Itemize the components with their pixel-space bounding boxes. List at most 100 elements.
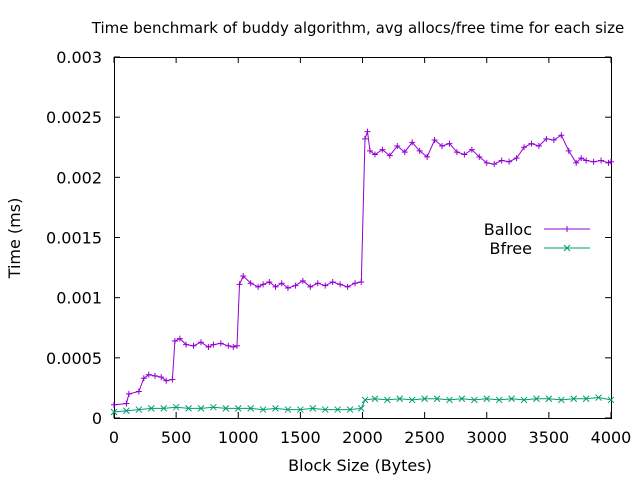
data-point-balloc xyxy=(366,147,373,154)
data-point-balloc xyxy=(255,283,262,290)
data-point-balloc xyxy=(483,159,490,166)
data-point-balloc xyxy=(528,140,535,147)
data-point-balloc xyxy=(590,158,597,165)
data-point-bfree xyxy=(421,395,428,403)
x-tick-label: 2500 xyxy=(404,428,445,447)
x-axis: 0 500 1000 1500 2000 2500 3000 3500 4000 xyxy=(109,57,631,447)
data-point-bfree xyxy=(570,395,578,403)
data-point-bfree xyxy=(222,405,230,412)
series-line-bfree xyxy=(113,396,612,413)
data-point-balloc xyxy=(278,280,285,287)
data-point-bfree xyxy=(123,407,130,415)
data-point-balloc xyxy=(299,277,306,284)
data-point-bfree xyxy=(234,405,242,412)
y-axis: 0 0.0005 0.001 0.0015 0.002 0.0025 0.003 xyxy=(46,48,611,428)
data-point-balloc xyxy=(123,400,130,407)
data-point-balloc xyxy=(322,282,329,289)
data-point-balloc xyxy=(608,158,614,165)
data-point-balloc xyxy=(498,157,505,164)
data-point-bfree xyxy=(470,396,478,404)
data-point-bfree xyxy=(357,405,365,412)
data-point-balloc xyxy=(190,342,197,349)
data-point-balloc xyxy=(344,283,351,290)
data-point-balloc xyxy=(573,159,580,166)
data-point-balloc xyxy=(314,280,321,287)
data-point-balloc xyxy=(158,374,165,381)
data-point-balloc xyxy=(416,147,423,154)
data-point-bfree xyxy=(371,395,379,403)
data-point-bfree xyxy=(334,406,342,413)
data-point-balloc xyxy=(386,152,393,159)
data-point-balloc xyxy=(236,281,243,288)
data-point-bfree xyxy=(309,405,317,412)
data-point-balloc xyxy=(152,372,159,379)
data-point-balloc xyxy=(453,149,460,156)
data-point-balloc xyxy=(125,390,132,397)
data-point-bfree xyxy=(147,405,155,412)
data-point-balloc xyxy=(210,341,217,348)
data-point-balloc xyxy=(361,135,368,142)
data-point-balloc xyxy=(307,283,314,290)
data-point-bfree xyxy=(284,406,292,413)
data-point-balloc xyxy=(197,339,204,346)
data-point-balloc xyxy=(337,281,344,288)
data-point-bfree xyxy=(160,405,168,412)
data-point-balloc xyxy=(225,342,232,349)
x-tick-label: 4000 xyxy=(591,428,632,447)
data-point-bfree xyxy=(396,395,404,403)
data-point-bfree xyxy=(446,396,453,404)
y-axis-label: Time (ms) xyxy=(5,198,24,280)
data-point-balloc xyxy=(394,143,401,150)
data-point-bfree xyxy=(582,395,590,403)
data-point-balloc xyxy=(401,149,408,156)
y-tick-label: 0.003 xyxy=(56,48,102,67)
data-point-balloc xyxy=(145,371,152,378)
data-point-bfree xyxy=(185,405,192,412)
data-point-balloc xyxy=(461,151,468,158)
x-tick-label: 2000 xyxy=(342,428,383,447)
data-point-balloc xyxy=(598,157,605,164)
data-point-balloc xyxy=(266,279,273,286)
data-point-bfree xyxy=(607,396,615,404)
data-point-balloc xyxy=(240,273,247,280)
data-point-bfree xyxy=(533,395,540,403)
data-point-balloc xyxy=(217,340,224,347)
x-tick-label: 0 xyxy=(109,428,119,447)
data-point-balloc xyxy=(371,151,378,158)
y-tick-label: 0 xyxy=(92,409,102,428)
chart-title: Time benchmark of buddy algorithm, avg a… xyxy=(91,19,624,37)
data-point-balloc xyxy=(272,283,279,290)
data-point-bfree xyxy=(545,395,553,403)
data-point-balloc xyxy=(183,341,190,348)
data-point-bfree xyxy=(172,403,180,411)
data-point-balloc xyxy=(111,401,117,408)
data-point-balloc xyxy=(491,161,498,168)
x-tick-label: 500 xyxy=(161,428,192,447)
data-point-bfree xyxy=(135,406,143,413)
data-point-balloc xyxy=(550,137,557,144)
data-point-balloc xyxy=(521,144,528,151)
x-tick-label: 3500 xyxy=(529,428,570,447)
y-tick-label: 0.002 xyxy=(56,168,102,187)
data-point-balloc xyxy=(292,282,299,289)
data-point-balloc xyxy=(431,137,438,144)
data-point-bfree xyxy=(408,396,416,404)
data-point-bfree xyxy=(520,396,528,404)
data-point-balloc xyxy=(135,388,142,395)
data-point-balloc xyxy=(247,280,254,287)
data-point-balloc xyxy=(205,344,212,351)
data-point-bfree xyxy=(495,396,503,404)
data-point-bfree xyxy=(272,405,279,412)
data-point-balloc xyxy=(513,155,520,162)
data-point-bfree xyxy=(197,405,205,412)
data-point-balloc xyxy=(329,279,336,286)
data-point-balloc xyxy=(230,344,237,351)
data-point-balloc xyxy=(140,375,147,382)
series-line-balloc xyxy=(113,131,612,406)
data-point-bfree xyxy=(210,403,217,411)
data-point-bfree xyxy=(458,395,466,403)
data-point-bfree xyxy=(321,406,329,413)
data-point-balloc xyxy=(565,147,572,154)
series-layer xyxy=(110,128,615,416)
